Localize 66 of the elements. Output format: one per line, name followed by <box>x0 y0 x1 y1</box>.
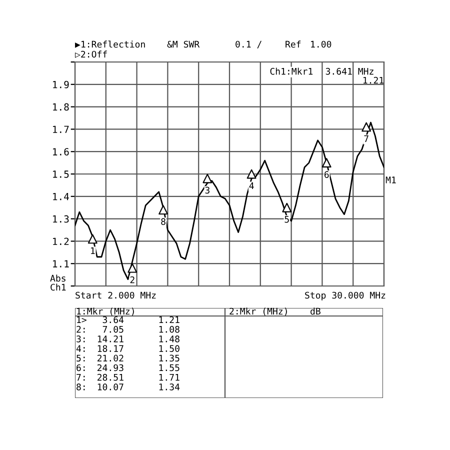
text: 24.93 <box>97 364 124 372</box>
text: 8: <box>76 384 85 390</box>
text: Abs <box>50 274 66 282</box>
point <box>362 122 372 132</box>
text: 21.02 <box>97 354 124 362</box>
text: 28.51 <box>97 374 124 381</box>
annotation: 3 <box>205 186 210 194</box>
annotation: 8 <box>161 218 166 225</box>
annotation: 7 <box>364 135 368 142</box>
annotation: 2 <box>130 276 134 284</box>
point <box>202 174 212 184</box>
text: 1.55 <box>159 364 180 372</box>
annotation: 3.641 MHz <box>326 68 374 75</box>
point <box>282 202 292 212</box>
y-tick-label: 1.7 <box>53 126 69 133</box>
y-tick-label: 1.1 <box>53 260 69 268</box>
text: 1.48 <box>159 336 180 342</box>
annotation: 1 <box>91 247 95 254</box>
text: 1.00 <box>311 40 332 48</box>
text: 3: <box>76 336 85 342</box>
text: 18.17 <box>98 345 124 352</box>
text: 5: <box>76 354 85 362</box>
text: 1.35 <box>159 354 180 362</box>
text: 1.34 <box>159 384 180 390</box>
text: ▶1:Reflection <box>75 40 145 48</box>
annotation: 6 <box>324 171 329 178</box>
y-tick-label: 1.8 <box>53 103 69 111</box>
annotation: 4 <box>249 182 254 190</box>
text: M1 <box>386 176 396 184</box>
point <box>128 263 138 273</box>
text: ▷2:Off <box>75 50 107 58</box>
text: 4: <box>76 345 85 352</box>
text: 1.08 <box>159 326 180 333</box>
text: 7: <box>76 374 85 381</box>
text: 1:Mkr (MHz) <box>77 308 134 316</box>
text: 6: <box>76 364 85 372</box>
point <box>158 205 168 215</box>
y-tick-label: 1.6 <box>53 148 69 156</box>
point <box>88 234 98 244</box>
y-tick-label: 1.2 <box>53 238 69 245</box>
text: 10.07 <box>98 384 124 390</box>
text: 1.50 <box>159 345 180 352</box>
annotation: 1.21 <box>363 76 384 84</box>
text: 1> <box>77 316 86 324</box>
text: Ref <box>286 40 301 48</box>
text: 1.21 <box>159 316 180 324</box>
text: 7.05 <box>102 326 124 333</box>
text: 14.21 <box>98 336 124 342</box>
text: dB <box>310 308 320 315</box>
y-tick-label: 1.9 <box>53 80 69 88</box>
y-tick-label: 1.3 <box>53 215 69 223</box>
text: 0.1 / <box>236 40 262 48</box>
y-tick-label: 1.4 <box>53 193 69 200</box>
text: 1.71 <box>159 374 180 381</box>
annotation: 5 <box>284 216 289 223</box>
text: Start 2.000 MHz <box>76 292 156 299</box>
text: 2: <box>76 326 85 333</box>
text: Ch1 <box>50 284 66 291</box>
y-tick-label: 1.5 <box>53 170 69 178</box>
point <box>246 169 256 179</box>
text: 2:Mkr (MHz) <box>230 308 287 316</box>
annotation: Ch1:Mkr1 <box>270 68 313 75</box>
text: 3.64 <box>102 316 124 324</box>
text: Stop 30.000 MHz <box>305 292 386 300</box>
text: &M SWR <box>167 40 200 48</box>
point <box>322 158 332 168</box>
